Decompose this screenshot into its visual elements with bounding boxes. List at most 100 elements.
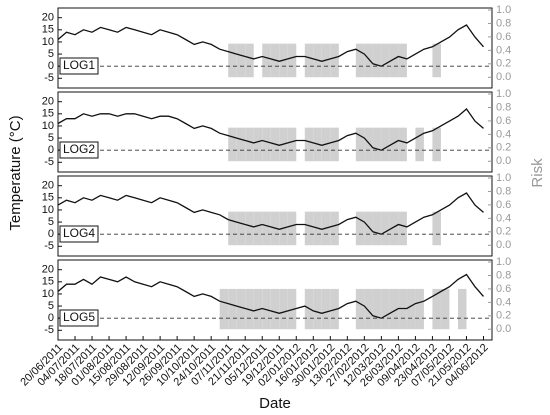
y-tick-label: 20 [42,96,54,108]
y2-tick-label: 0.4 [496,128,511,140]
risk-bar [372,127,382,162]
risk-bar [279,288,288,330]
risk-bar [321,288,331,330]
risk-bar [245,43,254,78]
y2-tick-label: 1.0 [496,172,511,184]
risk-bar [228,43,237,78]
risk-bar [432,43,441,78]
risk-bar [372,43,382,78]
y-tick-label: 15 [42,192,54,204]
panel-label: LOG2 [63,142,95,156]
risk-bar [236,288,246,330]
y-tick-label: -5 [44,72,54,84]
y-tick-label: 5 [48,300,54,312]
y2-tick-label: 0.2 [496,310,511,322]
risk-bar [287,43,297,78]
risk-bar [415,127,424,162]
y2-tick-label: 0.2 [496,142,511,154]
risk-bar [228,288,237,330]
risk-bar [389,288,399,330]
risk-bar [304,127,314,162]
y2-tick-label: 1.0 [496,88,511,100]
risk-bar [245,211,254,246]
y2-tick-label: 0.8 [496,101,511,113]
risk-bar [355,288,365,330]
y2-tick-label: 0.0 [496,71,511,83]
risk-bar [381,127,390,162]
y2-tick-label: 0.4 [496,44,511,56]
risk-bar [287,211,297,246]
risk-bar [381,43,390,78]
temperature-line [57,108,484,151]
y-tick-label: -5 [44,156,54,168]
y2-tick-label: 0.0 [496,239,511,251]
risk-bar [364,43,373,78]
y2-tick-label: 0.6 [496,283,511,295]
risk-bar [372,288,382,330]
risk-bar [313,288,322,330]
risk-bar [262,127,271,162]
panel-label-box [59,309,99,327]
y-tick-label: 10 [42,204,54,216]
temperature-line [57,24,484,67]
risk-bar [389,127,399,162]
risk-bar [364,288,373,330]
panel-label-box [59,141,99,159]
risk-bar [253,127,263,162]
risk-bar [457,288,467,330]
y-tick-label: 0 [48,144,54,156]
risk-bar [262,43,271,78]
panel-label-box [59,225,99,243]
y-tick-label: 20 [42,264,54,276]
risk-bar [389,211,399,246]
y-axis-title: Temperature (°C) [7,115,24,230]
risk-bar [432,288,441,330]
risk-bar [398,211,407,246]
risk-bar [236,211,246,246]
risk-bar [432,211,441,246]
y-tick-label: 20 [42,180,54,192]
y-tick-label: 15 [42,24,54,36]
y2-tick-label: 0.8 [496,185,511,197]
y2-tick-label: 0.2 [496,226,511,238]
plot-frame [57,175,493,257]
y-tick-label: 5 [48,216,54,228]
risk-bar [304,211,314,246]
y-tick-label: 5 [48,48,54,60]
y2-tick-label: 0.0 [496,155,511,167]
risk-bar [270,288,280,330]
risk-bar [406,288,416,330]
y-tick-label: -5 [44,324,54,336]
x-axis-title: Date [259,395,291,412]
risk-bar [236,43,246,78]
risk-bar [398,127,407,162]
risk-bar [330,127,339,162]
y-tick-label: 15 [42,276,54,288]
risk-bar [287,127,297,162]
plot-frame [57,7,493,89]
y2-tick-label: 0.4 [496,212,511,224]
temperature-line [57,273,484,319]
risk-bar [364,211,373,246]
panel-label: LOG4 [63,226,95,240]
y-tick-label: 5 [48,132,54,144]
y2-tick-label: 0.4 [496,296,511,308]
y-tick-label: 10 [42,288,54,300]
y2-tick-label: 1.0 [496,4,511,16]
risk-bar [398,43,407,78]
y-tick-label: 0 [48,228,54,240]
panel-label: LOG1 [63,58,95,72]
y2-tick-label: 0.2 [496,58,511,70]
y2-tick-label: 1.0 [496,256,511,268]
y2-tick-label: 0.6 [496,31,511,43]
risk-bar [381,211,390,246]
y-tick-label: 10 [42,120,54,132]
risk-bar [389,43,399,78]
y2-axis-title: Risk [529,158,546,188]
y2-tick-label: 0.6 [496,115,511,127]
y2-tick-label: 0.8 [496,17,511,29]
risk-bar [440,288,450,330]
temperature-line [57,192,484,235]
risk-bar [219,288,229,330]
